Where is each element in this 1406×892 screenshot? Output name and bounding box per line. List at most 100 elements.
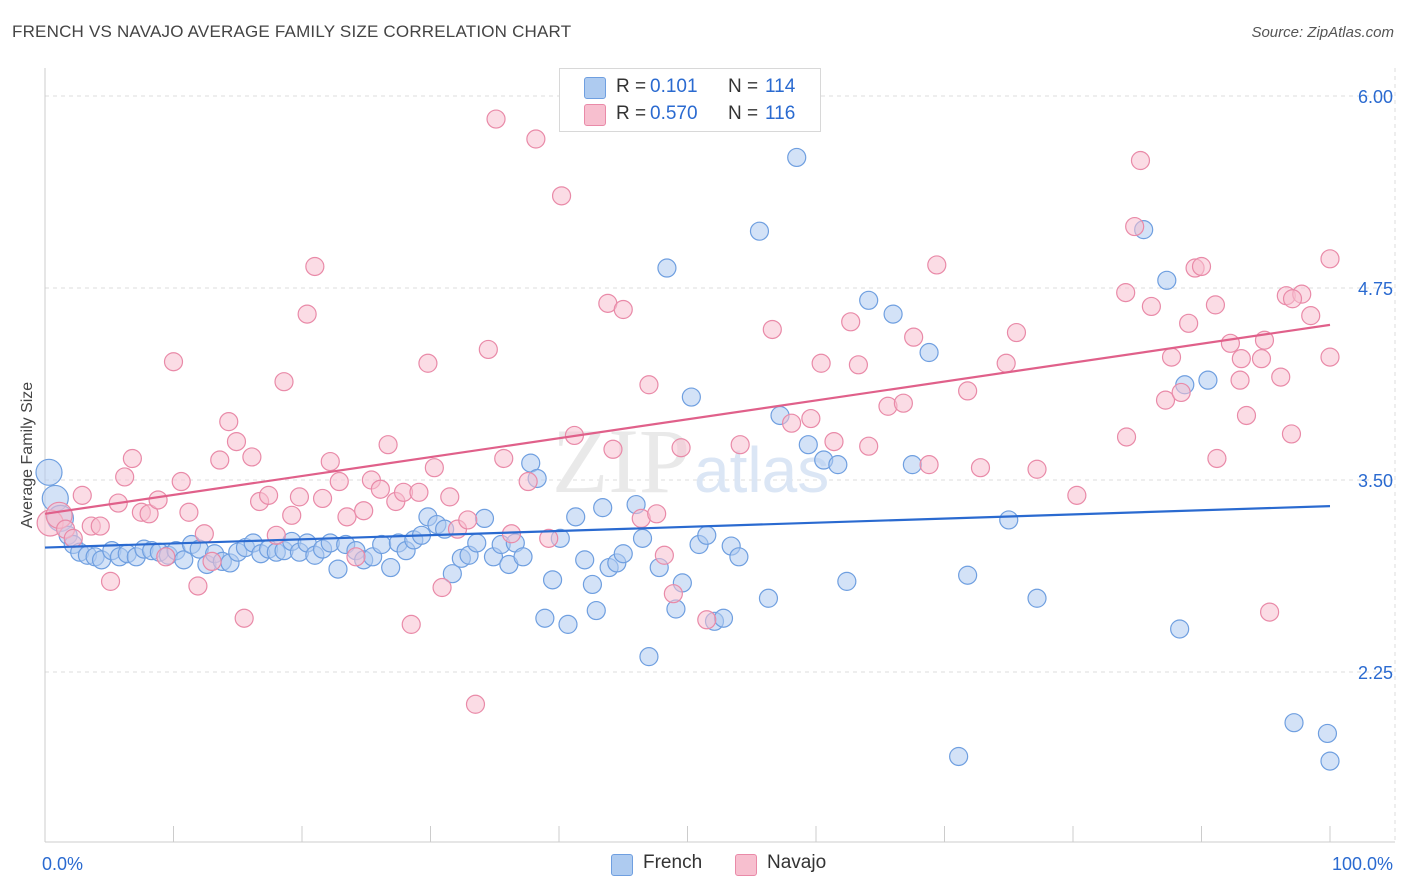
source-label: Source: ZipAtlas.com	[1251, 24, 1394, 41]
french-point-77	[632, 528, 653, 548]
navajo-trend-line	[44, 323, 1331, 515]
navajo-point-47	[418, 353, 438, 373]
french-point-69	[575, 550, 595, 570]
navajo-point-32	[297, 304, 317, 324]
navajo-point-25	[242, 447, 262, 467]
french-point-67	[558, 614, 578, 634]
french-r-value: 0.101	[650, 76, 698, 97]
navajo-point-68	[647, 504, 667, 524]
y-tick-label-2: 3.50	[1358, 471, 1393, 491]
navajo-point-55	[486, 109, 506, 129]
navajo-point-36	[329, 471, 349, 492]
french-r-label: R =	[616, 76, 647, 97]
french-point-99	[883, 304, 903, 324]
navajo-point-104	[1320, 347, 1340, 367]
navajo-point-116	[1271, 367, 1291, 387]
navajo-point-99	[1231, 349, 1251, 369]
navajo-point-117	[1282, 289, 1303, 309]
navajo-n-label: N =	[728, 103, 759, 124]
navajo-point-91	[1027, 459, 1047, 479]
navajo-point-48	[424, 458, 444, 478]
french-point-44	[381, 557, 401, 578]
navajo-point-78	[824, 432, 844, 452]
navajo-point-118	[1301, 306, 1321, 326]
navajo-point-29	[274, 372, 294, 392]
french-point-100	[902, 455, 922, 475]
french-point-89	[729, 547, 749, 567]
navajo-swatch	[584, 104, 606, 126]
navajo-point-33	[305, 256, 325, 277]
navajo-point-95	[1141, 296, 1161, 317]
navajo-point-80	[848, 355, 869, 375]
navajo-point-28	[266, 525, 286, 545]
navajo-point-107	[1161, 347, 1182, 367]
french-point-107	[1157, 270, 1177, 290]
french-point-93	[787, 147, 807, 168]
navajo-point-34	[312, 488, 333, 509]
navajo-point-90	[1006, 322, 1027, 343]
navajo-point-20	[202, 551, 222, 572]
navajo-point-19	[194, 524, 214, 544]
french-point-75	[613, 544, 633, 564]
navajo-point-46	[409, 482, 429, 502]
navajo-point-17	[179, 502, 199, 522]
legend-label-navajo: Navajo	[767, 852, 827, 873]
navajo-point-10	[122, 448, 142, 469]
french-point-71	[586, 600, 606, 621]
navajo-point-81	[859, 436, 879, 456]
legend-label-french: French	[643, 852, 703, 873]
navajo-point-110	[1191, 256, 1212, 277]
navajo-point-86	[927, 255, 947, 275]
french-point-68	[566, 507, 586, 527]
french-point-80	[657, 258, 677, 278]
navajo-point-3	[63, 528, 83, 548]
navajo-point-58	[518, 471, 538, 492]
navajo-r-label: R =	[616, 103, 647, 124]
french-point-64	[535, 608, 555, 628]
navajo-point-71	[671, 438, 691, 458]
x-tick-label-1: 100.0%	[1332, 854, 1393, 874]
navajo-point-77	[811, 353, 831, 373]
navajo-point-93	[1116, 283, 1136, 303]
stats-row-navajo: R = 0.570 N = 116	[560, 102, 820, 128]
french-point-108	[1170, 619, 1190, 639]
navajo-point-64	[603, 439, 623, 459]
navajo-point-113	[1230, 370, 1250, 390]
french-point-101	[919, 342, 939, 363]
navajo-point-18	[188, 576, 208, 596]
navajo-point-41	[370, 479, 390, 499]
french-point-61	[513, 547, 533, 567]
navajo-point-82	[878, 396, 898, 416]
navajo-r-value: 0.570	[650, 103, 698, 124]
french-point-85	[697, 525, 717, 545]
navajo-point-31	[289, 487, 310, 507]
axes	[44, 68, 1395, 843]
navajo-point-115	[1251, 349, 1272, 369]
navajo-point-120	[1281, 424, 1302, 444]
navajo-point-92	[1067, 485, 1087, 505]
french-trend-line	[44, 505, 1331, 549]
french-point-55	[467, 533, 487, 553]
navajo-point-108	[1171, 382, 1191, 403]
stats-row-french: R = 0.101 N = 114	[560, 75, 820, 101]
french-point-83	[681, 387, 701, 407]
navajo-point-49	[432, 577, 452, 598]
navajo-point-111	[1205, 295, 1226, 315]
x-tick-label-0: 0.0%	[42, 854, 83, 874]
french-point-112	[1317, 723, 1338, 744]
french-point-96	[828, 455, 848, 475]
french-point-98	[859, 290, 879, 310]
navajo-point-79	[841, 312, 861, 332]
navajo-point-30	[282, 505, 302, 525]
french-point-105	[1027, 588, 1047, 608]
y-axis-label: Average Family Size	[19, 381, 36, 529]
navajo-point-23	[226, 432, 247, 452]
navajo-n-value: 116	[765, 103, 796, 124]
stats-box: R = 0.101 N = 114 R = 0.570 N = 116	[559, 68, 821, 132]
french-swatch	[584, 77, 606, 99]
navajo-point-101	[1260, 602, 1280, 622]
navajo-point-15	[163, 352, 184, 372]
navajo-point-27	[258, 485, 279, 505]
navajo-point-7	[100, 571, 121, 591]
navajo-point-53	[465, 694, 486, 714]
